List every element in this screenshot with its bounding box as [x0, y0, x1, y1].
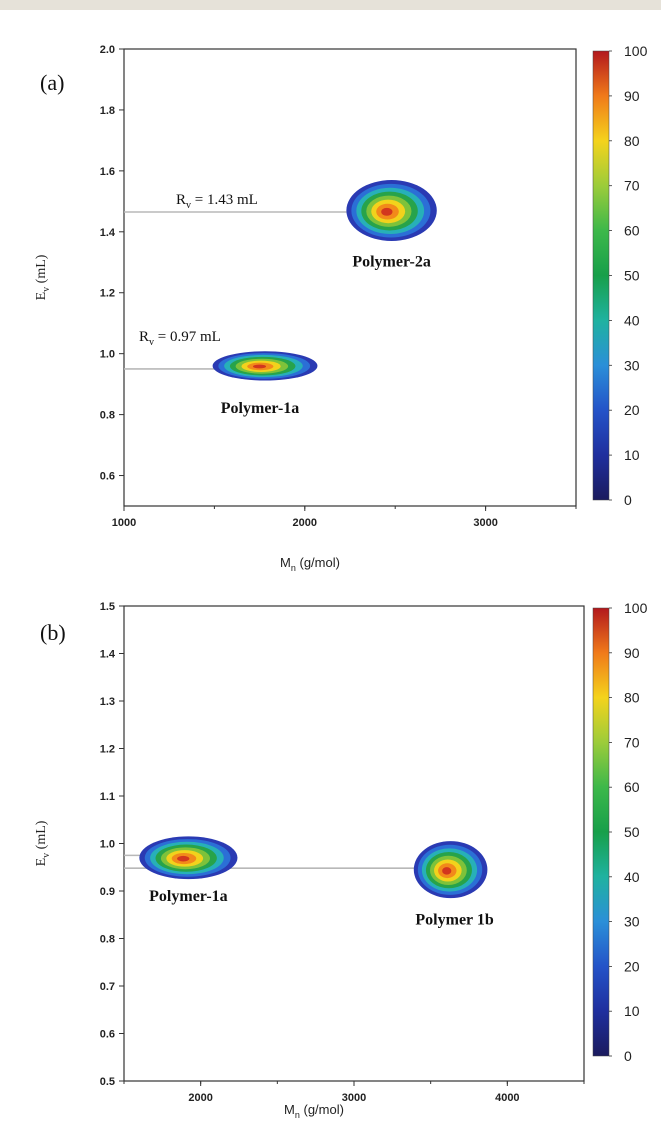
colorbar-tick-label: 0 — [624, 1048, 632, 1064]
x-tick-label: 4000 — [495, 1092, 519, 1104]
colorbar — [592, 607, 610, 1057]
panel-label: (b) — [40, 620, 66, 645]
peak-contour-2 — [413, 841, 488, 899]
rv-annotation: Rv = 1.43 mL — [176, 192, 258, 211]
y-tick-label: 1.5 — [100, 601, 115, 613]
y-tick-label: 1.4 — [100, 227, 116, 239]
colorbar-tick-label: 30 — [624, 914, 640, 930]
peak-label: Polymer 1b — [415, 912, 493, 929]
y-tick-label: 1.3 — [100, 696, 115, 708]
top-divider-bar — [0, 0, 661, 10]
contour-level — [177, 855, 190, 862]
peak-label: Polymer-2a — [352, 253, 430, 270]
y-tick-label: 1.0 — [100, 349, 115, 361]
colorbar-tick-label: 40 — [624, 312, 640, 328]
y-tick-label: 0.8 — [100, 410, 115, 422]
y-tick-label: 1.1 — [100, 791, 115, 803]
colorbar-tick-label: 20 — [624, 958, 640, 974]
colorbar-tick-label: 50 — [624, 268, 640, 284]
colorbar-tick-label: 40 — [624, 869, 640, 885]
y-tick-label: 1.2 — [100, 744, 115, 756]
y-axis-label: Ev (mL) — [34, 820, 52, 866]
colorbar-tick-label: 70 — [624, 734, 640, 750]
y-tick-label: 0.9 — [100, 886, 115, 898]
colorbar-tick-label: 90 — [624, 88, 640, 104]
colorbar-tick-label: 10 — [624, 447, 640, 463]
y-tick-label: 1.4 — [100, 649, 116, 661]
colorbar — [592, 50, 610, 501]
y-tick-label: 0.5 — [100, 1076, 115, 1088]
colorbar-tick-label: 50 — [624, 824, 640, 840]
colorbar-tick-label: 90 — [624, 645, 640, 661]
y-tick-label: 1.0 — [100, 839, 115, 851]
colorbar-tick-label: 10 — [624, 1003, 640, 1019]
contour-level — [442, 867, 452, 875]
colorbar-tick-label: 0 — [624, 492, 632, 508]
peak-contour-2 — [212, 351, 318, 381]
colorbar-tick-label: 60 — [624, 223, 640, 239]
peak-contour-1 — [346, 180, 437, 241]
y-tick-label: 1.8 — [100, 105, 115, 117]
y-tick-label: 0.8 — [100, 934, 115, 946]
y-tick-label: 1.6 — [100, 166, 115, 178]
x-tick-label: 3000 — [473, 517, 497, 529]
y-axis-label: Ev (mL) — [34, 254, 52, 300]
chart-panel-b: (b) 0.5 0.6 0.7 0.8 0.9 1.0 1.1 1.2 1.3 1.4 1.5 2000… — [34, 600, 648, 1120]
colorbar-tick-label: 60 — [624, 779, 640, 795]
x-tick-label: 2000 — [188, 1092, 212, 1104]
colorbar-tick-label: 100 — [624, 43, 648, 59]
y-tick-label: 0.7 — [100, 981, 115, 993]
y-tick-label: 1.2 — [100, 288, 115, 300]
y-tick-label: 0.6 — [100, 1029, 115, 1041]
peak-label: Polymer-1a — [149, 888, 227, 905]
panel-label: (a) — [40, 70, 64, 95]
x-tick-label: 1000 — [112, 517, 136, 529]
colorbar-tick-label: 20 — [624, 402, 640, 418]
plot-frame — [123, 48, 577, 507]
x-axis-label: Mn (g/mol) — [284, 1102, 344, 1120]
colorbar-tick-label: 80 — [624, 690, 640, 706]
rv-annotation: Rv = 0.97 mL — [139, 329, 221, 348]
x-tick-label: 3000 — [342, 1092, 366, 1104]
colorbar-tick-label: 100 — [624, 600, 648, 616]
y-tick-label: 0.6 — [100, 471, 115, 483]
peak-contour-1 — [139, 836, 238, 880]
colorbar-tick-label: 80 — [624, 133, 640, 149]
x-tick-label: 2000 — [293, 517, 317, 529]
peak-label: Polymer-1a — [221, 400, 299, 417]
colorbar-tick-label: 30 — [624, 357, 640, 373]
colorbar-tick-label: 70 — [624, 178, 640, 194]
contour-level — [381, 207, 393, 216]
y-tick-label: 2.0 — [100, 44, 115, 56]
contour-level — [252, 364, 267, 369]
x-axis-label: Mn (g/mol) — [280, 555, 340, 573]
